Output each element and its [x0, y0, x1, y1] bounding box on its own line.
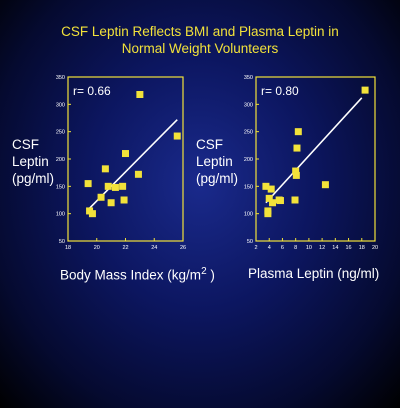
right-data-point — [265, 194, 273, 202]
right-data-point — [321, 181, 329, 189]
left-fit-line — [88, 119, 178, 209]
right-xtick-label: 10 — [306, 245, 312, 251]
right-plot-frame — [255, 76, 376, 242]
left-xlabel-close: ) — [206, 267, 215, 283]
right-data-point — [291, 196, 299, 204]
left-ytick-label: 50 — [59, 239, 65, 245]
chart-title-line-2: Normal Weight Volunteers — [121, 41, 279, 56]
right-data-point — [292, 171, 300, 179]
left-correlation-label: r= 0.66 — [73, 84, 111, 98]
left-data-point — [107, 199, 115, 207]
right-xtick-label: 8 — [294, 245, 297, 251]
left-xtick-label: 24 — [151, 245, 157, 251]
left-ylabel-line-2: Leptin — [12, 154, 49, 169]
left-xlabel-superscript: 2 — [201, 266, 207, 277]
left-ytick-label: 350 — [56, 75, 65, 81]
right-xlabel: Plasma Leptin (ng/ml) — [248, 266, 380, 281]
left-ylabel-line-3: (pg/ml) — [12, 171, 55, 186]
right-ylabel-line-3: (pg/ml) — [196, 171, 239, 186]
right-ytick-label: 350 — [244, 75, 253, 81]
right-ytick-label: 150 — [244, 184, 253, 190]
left-ytick-label: 250 — [56, 130, 65, 136]
right-xtick-label: 12 — [319, 245, 325, 251]
right-xtick-label: 4 — [268, 245, 271, 251]
left-data-point — [173, 132, 181, 140]
right-xtick-label: 18 — [359, 245, 365, 251]
left-xtick-label: 18 — [65, 245, 71, 251]
left-data-point — [101, 165, 109, 173]
left-data-point — [136, 90, 144, 98]
right-ylabel: CSF Leptin (pg/ml) — [196, 136, 238, 187]
right-data-point — [294, 128, 302, 136]
left-xtick-label: 20 — [94, 245, 100, 251]
right-data-point — [293, 144, 301, 152]
right-ytick-label: 250 — [244, 130, 253, 136]
right-data-point — [276, 197, 284, 205]
left-xlabel: Body Mass Index (kg/m2 ) — [60, 266, 215, 283]
right-data-point — [264, 210, 272, 218]
right-ytick-label: 200 — [244, 157, 253, 163]
left-xtick-label: 22 — [122, 245, 128, 251]
left-ytick-label: 150 — [56, 184, 65, 190]
left-ytick-label: 100 — [56, 212, 65, 218]
left-xtick-label: 26 — [180, 245, 186, 251]
left-ylabel-line-1: CSF — [12, 137, 39, 152]
right-ytick-label: 100 — [244, 212, 253, 218]
right-ytick-label: 50 — [247, 239, 253, 245]
right-data-point — [292, 167, 300, 175]
right-xtick-label: 14 — [332, 245, 338, 251]
right-correlation-label: r= 0.80 — [261, 84, 299, 98]
right-ylabel-line-2: Leptin — [196, 154, 233, 169]
right-ylabel-line-1: CSF — [196, 137, 223, 152]
left-data-point — [104, 182, 112, 190]
left-data-point — [119, 182, 127, 190]
left-data-point — [122, 150, 129, 158]
right-xtick-label: 6 — [281, 245, 284, 251]
left-data-point — [134, 170, 142, 178]
right-fit-line — [265, 97, 363, 204]
left-data-point — [111, 183, 119, 191]
right-xtick-label: 16 — [345, 245, 351, 251]
right-xtick-label: 20 — [372, 245, 378, 251]
right-data-point — [269, 199, 277, 207]
left-data-point — [84, 180, 92, 188]
left-ylabel: CSF Leptin (pg/ml) — [12, 136, 54, 187]
chart-title-line-1: CSF Leptin Reflects BMI and Plasma Lepti… — [61, 24, 339, 39]
right-xtick-label: 2 — [254, 245, 257, 251]
left-ytick-label: 300 — [56, 102, 65, 108]
left-data-point — [88, 210, 96, 218]
left-ytick-label: 200 — [56, 157, 65, 163]
right-data-point — [262, 182, 270, 190]
right-ytick-label: 300 — [244, 102, 253, 108]
right-data-point — [267, 185, 275, 193]
left-data-point — [120, 196, 128, 204]
left-data-point — [97, 193, 105, 201]
right-data-point — [361, 86, 369, 94]
left-xlabel-text: Body Mass Index (kg/m — [60, 267, 202, 283]
left-plot-frame — [67, 76, 184, 242]
